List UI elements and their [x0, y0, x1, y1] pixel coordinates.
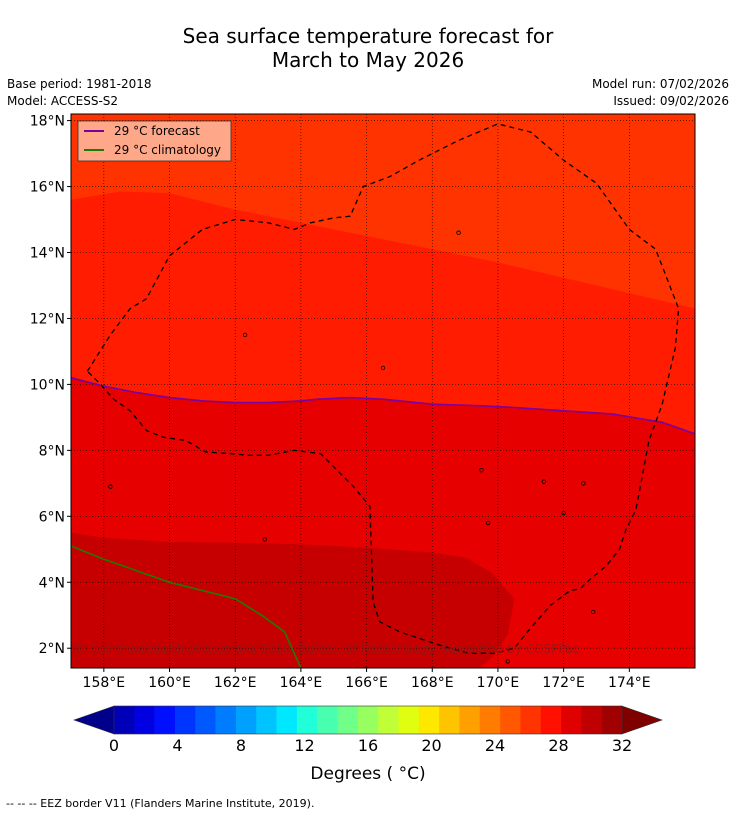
legend-forecast-label: 29 °C forecast: [114, 124, 200, 138]
colorbar-cell: [134, 706, 155, 734]
colorbar-cell: [256, 706, 277, 734]
colorbar-tick-label: 24: [485, 736, 505, 755]
y-tick-label: 10°N: [30, 377, 65, 393]
y-tick-label: 6°N: [39, 509, 65, 525]
page-title-line-1: Sea surface temperature forecast for: [182, 24, 554, 48]
y-tick-label: 8°N: [39, 443, 65, 459]
colorbar-tick-label: 28: [548, 736, 568, 755]
sst-band-27c: [71, 532, 515, 668]
x-tick-label: 164°E: [280, 675, 323, 691]
colorbar-cell: [540, 706, 562, 734]
x-tick-label: 170°E: [477, 675, 520, 691]
colorbar-cell: [114, 706, 135, 734]
issued-date: Issued: 09/02/2026: [613, 94, 729, 108]
colorbar-cell: [378, 706, 399, 734]
eez-border-line: [86, 123, 680, 654]
colorbar-cell: [601, 706, 623, 734]
colorbar-cell: [479, 706, 501, 734]
island: [456, 230, 461, 235]
x-tick-label: 166°E: [345, 675, 388, 691]
colorbar-cell: [357, 706, 379, 734]
colorbar-cell: [317, 706, 338, 734]
island: [479, 467, 484, 473]
colorbar-cell: [418, 706, 440, 734]
x-tick-label: 168°E: [411, 675, 454, 691]
chart-legend: 29 °C forecast 29 °C climatology: [77, 120, 232, 162]
colorbar-outline: [113, 705, 623, 735]
colorbar-max-arrow: [621, 705, 663, 735]
island: [561, 510, 566, 516]
x-tick-label: 158°E: [83, 675, 126, 691]
island: [541, 479, 547, 484]
colorbar-cell: [439, 706, 460, 734]
colorbar-cell: [195, 706, 216, 734]
colorbar-cell: [500, 706, 521, 734]
colorbar-tick-label: 20: [421, 736, 441, 755]
x-tick-label: 160°E: [148, 675, 191, 691]
colorbar-cell: [215, 706, 237, 734]
colorbar-tick-label: 4: [172, 736, 182, 755]
sst-map: © Commonwealth of Australia 2026, Bureau…: [30, 113, 696, 691]
island: [108, 484, 113, 489]
y-tick-label: 12°N: [30, 311, 65, 327]
x-tick-label: 172°E: [542, 675, 585, 691]
island: [262, 537, 267, 542]
colorbar-cell: [296, 706, 318, 734]
colorbar-cell: [276, 706, 298, 734]
eez-footnote: -- -- -- EEZ border V11 (Flanders Marine…: [6, 797, 315, 810]
colorbar-cell: [561, 706, 582, 734]
colorbar-cell: [174, 706, 196, 734]
colorbar-min-arrow: [73, 705, 115, 735]
colorbar-tick-label: 8: [236, 736, 246, 755]
island: [380, 365, 386, 371]
colorbar-cell: [337, 706, 359, 734]
y-tick-label: 16°N: [30, 180, 65, 196]
colorbar-cell: [581, 706, 602, 734]
model-name: Model: ACCESS-S2: [7, 94, 119, 108]
y-tick-label: 14°N: [30, 246, 65, 262]
colorbar: 0 4 8 12 16 20 24 28 32: [73, 705, 663, 755]
y-tick-label: 4°N: [39, 575, 65, 591]
legend-climatology-label: 29 °C climatology: [114, 143, 221, 157]
island: [590, 609, 596, 615]
colorbar-tick-label: 12: [294, 736, 314, 755]
island: [581, 481, 586, 486]
colorbar-cell: [459, 706, 481, 734]
colorbar-cell: [154, 706, 176, 734]
colorbar-tick-label: 0: [109, 736, 119, 755]
legend-box: [77, 120, 232, 162]
island: [242, 332, 248, 338]
colorbar-tick-label: 16: [358, 736, 378, 755]
colorbar-cell: [235, 706, 257, 734]
colorbar-label: Degrees ( °C): [310, 764, 426, 784]
y-tick-label: 2°N: [39, 641, 65, 657]
colorbar-cell: [398, 706, 420, 734]
colorbar-cell: [520, 706, 542, 734]
island: [505, 659, 510, 664]
y-tick-label: 18°N: [30, 114, 65, 130]
page-title-line-2: March to May 2026: [271, 48, 465, 72]
climatology-29c-line: [71, 545, 302, 668]
copyright-text: © Commonwealth of Australia 2026, Bureau…: [74, 642, 579, 656]
model-run: Model run: 07/02/2026: [591, 77, 729, 91]
forecast-29c-line: [71, 377, 695, 435]
island: [485, 520, 491, 526]
x-tick-label: 162°E: [214, 675, 257, 691]
x-tick-label: 174°E: [608, 675, 651, 691]
base-period: Base period: 1981-2018: [7, 77, 152, 91]
colorbar-tick-label: 32: [612, 736, 632, 755]
